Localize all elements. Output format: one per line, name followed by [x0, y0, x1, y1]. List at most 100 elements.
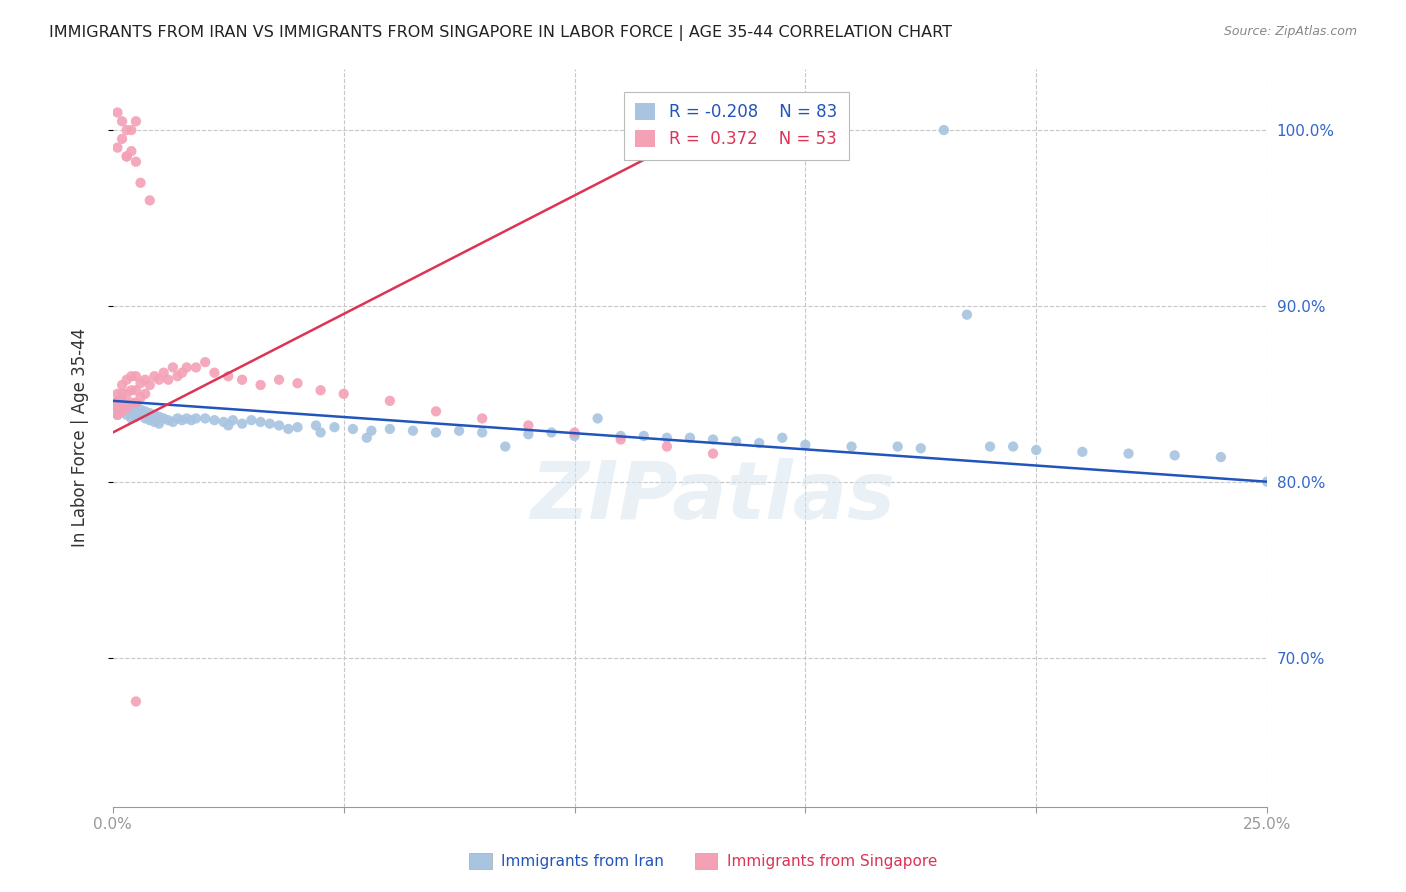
Point	[277, 422, 299, 436]
Point	[120, 399, 142, 413]
Point	[120, 395, 142, 409]
Point	[425, 425, 447, 440]
Point	[129, 402, 152, 417]
Point	[107, 408, 129, 422]
Point	[125, 369, 148, 384]
Point	[194, 411, 217, 425]
Point	[157, 373, 180, 387]
Point	[120, 411, 142, 425]
Point	[115, 386, 138, 401]
Point	[107, 395, 129, 409]
Point	[111, 399, 134, 413]
Point	[494, 440, 516, 454]
Point	[910, 442, 932, 456]
Point	[107, 393, 129, 408]
Y-axis label: In Labor Force | Age 35-44: In Labor Force | Age 35-44	[72, 328, 89, 548]
Point	[231, 417, 253, 431]
Point	[184, 411, 207, 425]
Point	[125, 404, 148, 418]
Point	[1256, 475, 1278, 489]
Point	[120, 384, 142, 398]
Point	[323, 420, 346, 434]
Point	[259, 417, 281, 431]
Point	[194, 355, 217, 369]
Point	[115, 149, 138, 163]
Point	[115, 149, 138, 163]
Point	[115, 373, 138, 387]
Text: IMMIGRANTS FROM IRAN VS IMMIGRANTS FROM SINGAPORE IN LABOR FORCE | AGE 35-44 COR: IMMIGRANTS FROM IRAN VS IMMIGRANTS FROM …	[49, 25, 952, 41]
Point	[111, 132, 134, 146]
Point	[139, 194, 162, 208]
Point	[152, 366, 174, 380]
Point	[125, 399, 148, 413]
Point	[172, 366, 194, 380]
Point	[120, 144, 142, 158]
Point	[309, 384, 332, 398]
Point	[679, 431, 702, 445]
Point	[111, 395, 134, 409]
Point	[287, 420, 309, 434]
Point	[115, 397, 138, 411]
Point	[249, 415, 271, 429]
Point	[148, 417, 170, 431]
Point	[471, 411, 494, 425]
Point	[139, 413, 162, 427]
Point	[157, 413, 180, 427]
Point	[139, 406, 162, 420]
Point	[748, 436, 770, 450]
Point	[125, 694, 148, 708]
Point	[125, 114, 148, 128]
Point	[111, 386, 134, 401]
Point	[212, 415, 235, 429]
Point	[770, 431, 793, 445]
Point	[166, 369, 188, 384]
Point	[107, 401, 129, 415]
Point	[143, 369, 166, 384]
Point	[305, 418, 328, 433]
Point	[841, 440, 863, 454]
Point	[309, 425, 332, 440]
Point	[111, 378, 134, 392]
Point	[956, 308, 979, 322]
Point	[120, 369, 142, 384]
Point	[231, 373, 253, 387]
Point	[204, 413, 226, 427]
Legend: R = -0.208    N = 83, R =  0.372    N = 53: R = -0.208 N = 83, R = 0.372 N = 53	[624, 92, 849, 160]
Point	[134, 386, 156, 401]
Point	[655, 431, 678, 445]
Point	[425, 404, 447, 418]
Text: ZIPatlas: ZIPatlas	[530, 458, 896, 536]
Point	[129, 376, 152, 391]
Point	[107, 386, 129, 401]
Point	[143, 408, 166, 422]
Point	[125, 154, 148, 169]
Point	[129, 176, 152, 190]
Point	[1025, 443, 1047, 458]
Point	[222, 413, 245, 427]
Point	[517, 418, 540, 433]
Point	[148, 409, 170, 424]
Point	[107, 401, 129, 415]
Point	[204, 366, 226, 380]
Point	[794, 438, 817, 452]
Point	[540, 425, 562, 440]
Point	[402, 424, 425, 438]
Point	[162, 360, 184, 375]
Point	[129, 408, 152, 422]
Point	[111, 393, 134, 408]
Point	[932, 123, 955, 137]
Point	[249, 378, 271, 392]
Point	[586, 411, 609, 425]
Point	[1118, 446, 1140, 460]
Point	[129, 390, 152, 404]
Point	[111, 404, 134, 418]
Point	[115, 402, 138, 417]
Point	[979, 440, 1001, 454]
Point	[655, 440, 678, 454]
Point	[287, 376, 309, 391]
Point	[120, 123, 142, 137]
Point	[148, 373, 170, 387]
Point	[176, 360, 198, 375]
Point	[1071, 445, 1094, 459]
Point	[107, 105, 129, 120]
